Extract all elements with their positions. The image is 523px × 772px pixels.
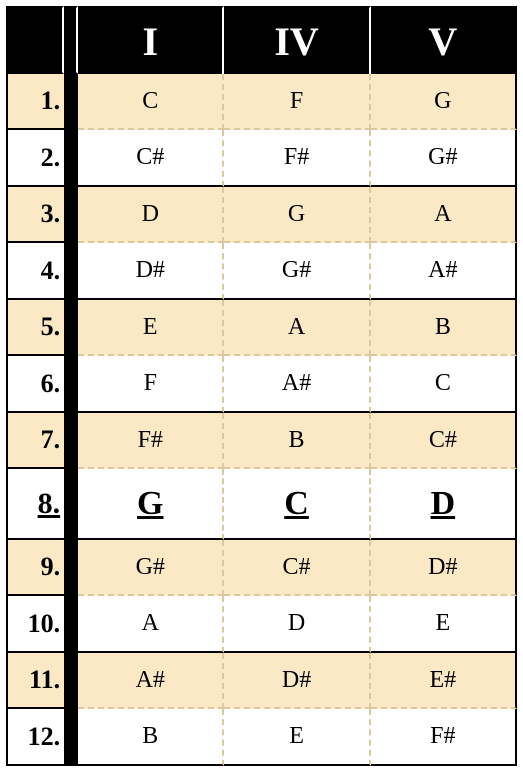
table-row: 2.C#F#G# xyxy=(6,130,517,186)
chord-cell: A xyxy=(371,187,517,243)
table-row: 5.EAB xyxy=(6,300,517,356)
header-row: I IV V xyxy=(6,6,517,74)
row-number: 2. xyxy=(6,130,64,186)
row-number: 3. xyxy=(6,187,64,243)
row-number: 10. xyxy=(6,596,64,652)
table-row: 12.BEF# xyxy=(6,709,517,766)
table-row: 6.FA#C xyxy=(6,356,517,412)
chord-cell: A xyxy=(78,596,224,652)
table-body: 1.CFG2.C#F#G#3.DGA4.D#G#A#5.EAB6.FA#C7.F… xyxy=(6,74,517,766)
chord-cell: E xyxy=(371,596,517,652)
chord-cell: C xyxy=(224,469,370,540)
row-number: 4. xyxy=(6,243,64,299)
row-strip xyxy=(64,300,78,356)
row-number: 1. xyxy=(6,74,64,130)
chord-cell: D xyxy=(371,469,517,540)
chord-cell: D# xyxy=(371,540,517,596)
row-strip xyxy=(64,74,78,130)
table-row: 1.CFG xyxy=(6,74,517,130)
table-row: 8.GCD xyxy=(6,469,517,540)
chord-cell: A xyxy=(224,300,370,356)
row-number: 11. xyxy=(6,653,64,709)
chord-cell: F# xyxy=(78,413,224,469)
chord-cell: D# xyxy=(224,653,370,709)
row-strip xyxy=(64,187,78,243)
header-blank-num xyxy=(6,6,64,74)
row-number: 6. xyxy=(6,356,64,412)
row-strip xyxy=(64,413,78,469)
row-strip xyxy=(64,469,78,540)
row-strip xyxy=(64,540,78,596)
table-row: 10.ADE xyxy=(6,596,517,652)
table-row: 11.A#D#E# xyxy=(6,653,517,709)
chord-cell: D xyxy=(78,187,224,243)
chord-cell: C# xyxy=(371,413,517,469)
chord-cell: D# xyxy=(78,243,224,299)
row-number: 12. xyxy=(6,709,64,766)
chord-cell: E xyxy=(78,300,224,356)
row-strip xyxy=(64,709,78,766)
row-strip xyxy=(64,653,78,709)
row-number: 7. xyxy=(6,413,64,469)
chord-cell: C# xyxy=(224,540,370,596)
chord-cell: F xyxy=(224,74,370,130)
chord-cell: G xyxy=(224,187,370,243)
header-blank-strip xyxy=(64,6,78,74)
chord-cell: E# xyxy=(371,653,517,709)
chord-table: I IV V 1.CFG2.C#F#G#3.DGA4.D#G#A#5.EAB6.… xyxy=(6,6,517,766)
chord-cell: G# xyxy=(78,540,224,596)
row-strip xyxy=(64,596,78,652)
table-row: 7.F#BC# xyxy=(6,413,517,469)
row-strip xyxy=(64,243,78,299)
header-col-iv: IV xyxy=(224,6,370,74)
row-strip xyxy=(64,356,78,412)
chord-cell: G# xyxy=(371,130,517,186)
chord-cell: A# xyxy=(371,243,517,299)
chord-cell: G xyxy=(78,469,224,540)
chord-cell: B xyxy=(224,413,370,469)
row-number: 5. xyxy=(6,300,64,356)
chord-cell: A# xyxy=(224,356,370,412)
chord-cell: C# xyxy=(78,130,224,186)
table-row: 3.DGA xyxy=(6,187,517,243)
chord-cell: B xyxy=(78,709,224,766)
table-row: 4.D#G#A# xyxy=(6,243,517,299)
chord-cell: C xyxy=(78,74,224,130)
chord-cell: E xyxy=(224,709,370,766)
row-number: 9. xyxy=(6,540,64,596)
row-strip xyxy=(64,130,78,186)
row-number: 8. xyxy=(6,469,64,540)
chord-cell: F# xyxy=(224,130,370,186)
chord-cell: C xyxy=(371,356,517,412)
chord-cell: A# xyxy=(78,653,224,709)
chord-cell: F# xyxy=(371,709,517,766)
chord-cell: F xyxy=(78,356,224,412)
table-row: 9.G#C#D# xyxy=(6,540,517,596)
chord-cell: D xyxy=(224,596,370,652)
chord-cell: B xyxy=(371,300,517,356)
header-col-v: V xyxy=(371,6,517,74)
chord-cell: G xyxy=(371,74,517,130)
chord-cell: G# xyxy=(224,243,370,299)
header-col-i: I xyxy=(78,6,224,74)
